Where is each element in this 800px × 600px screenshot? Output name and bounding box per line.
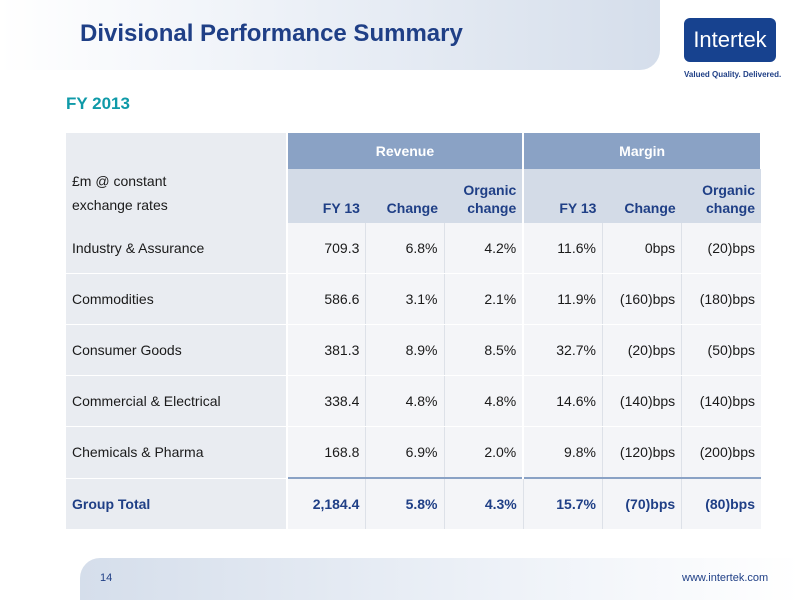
units-label-cell: £m @ constant exchange rates	[66, 133, 288, 223]
table-row: Chemicals & Pharma 168.8 6.9% 2.0% 9.8% …	[66, 426, 761, 479]
col-header-revenue-fy13: FY 13	[286, 169, 366, 223]
total-margin-fy13: 15.7%	[522, 477, 603, 529]
row-label: Chemicals & Pharma	[66, 426, 288, 479]
total-row: Group Total 2,184.4 5.8% 4.3% 15.7% (70)…	[66, 477, 761, 529]
total-margin-organic: (80)bps	[681, 477, 761, 529]
cell-revenue-organic: 4.8%	[443, 375, 525, 427]
total-revenue-organic: 4.3%	[443, 477, 524, 529]
cell-revenue-fy13: 586.6	[286, 273, 366, 325]
units-label-line-1: £m @ constant	[72, 173, 167, 189]
performance-table: £m @ constant exchange rates Revenue Mar…	[66, 133, 762, 529]
cell-revenue-organic: 8.5%	[443, 324, 525, 376]
cell-revenue-fy13: 709.3	[286, 223, 366, 274]
units-label-line-2: exchange rates	[72, 197, 168, 213]
cell-margin-change: (160)bps	[601, 273, 682, 325]
cell-revenue-organic: 2.1%	[443, 273, 525, 325]
footer-band	[80, 558, 800, 600]
col-header-margin-change: Change	[602, 169, 682, 223]
table-row: Commodities 586.6 3.1% 2.1% 11.9% (160)b…	[66, 273, 761, 325]
cell-margin-organic: (140)bps	[681, 375, 761, 427]
column-header-row: FY 13 Change Organic change FY 13 Change…	[66, 169, 761, 223]
performance-table-container: £m @ constant exchange rates Revenue Mar…	[66, 133, 762, 529]
margin-group-header: Margin	[523, 133, 762, 169]
footer-url: www.intertek.com	[682, 572, 769, 584]
table-row: Consumer Goods 381.3 8.9% 8.5% 32.7% (20…	[66, 324, 761, 376]
total-revenue-fy13: 2,184.4	[286, 477, 366, 529]
group-header-row: £m @ constant exchange rates Revenue Mar…	[66, 133, 762, 223]
page-title: Divisional Performance Summary	[80, 20, 463, 47]
cell-margin-organic: (20)bps	[681, 223, 761, 274]
cell-margin-organic: (50)bps	[681, 324, 761, 376]
cell-revenue-change: 6.8%	[365, 223, 444, 274]
cell-margin-fy13: 32.7%	[522, 324, 603, 376]
total-label: Group Total	[66, 478, 288, 529]
cell-margin-fy13: 11.6%	[522, 223, 603, 274]
row-label: Industry & Assurance	[66, 223, 288, 274]
row-label: Commercial & Electrical	[66, 375, 288, 427]
cell-revenue-fy13: 381.3	[286, 324, 366, 376]
cell-revenue-change: 3.1%	[365, 273, 444, 325]
col-header-revenue-change: Change	[365, 169, 444, 223]
cell-revenue-change: 6.9%	[365, 426, 444, 479]
row-label: Consumer Goods	[66, 324, 288, 376]
section-subtitle: FY 2013	[66, 94, 130, 113]
page-number: 14	[100, 572, 113, 584]
cell-revenue-fy13: 338.4	[286, 375, 366, 427]
table-row: Industry & Assurance 709.3 6.8% 4.2% 11.…	[66, 223, 761, 274]
cell-margin-change: (20)bps	[601, 324, 682, 376]
header-band	[0, 0, 660, 70]
total-revenue-change: 5.8%	[365, 477, 444, 529]
cell-margin-fy13: 14.6%	[522, 375, 603, 427]
row-label: Commodities	[66, 273, 288, 325]
col-header-margin-fy13: FY 13	[523, 169, 603, 223]
col-header-revenue-organic: Organic change	[444, 169, 525, 223]
table-row: Commercial & Electrical 338.4 4.8% 4.8% …	[66, 375, 761, 427]
cell-revenue-organic: 2.0%	[443, 426, 525, 479]
cell-revenue-fy13: 168.8	[286, 426, 366, 479]
cell-margin-change: 0bps	[601, 223, 682, 274]
cell-margin-change: (140)bps	[601, 375, 682, 427]
cell-margin-fy13: 9.8%	[522, 426, 603, 479]
cell-margin-change: (120)bps	[601, 426, 682, 479]
cell-margin-organic: (200)bps	[681, 426, 761, 479]
logo-text: Intertek	[693, 27, 767, 52]
logo-tagline: Valued Quality. Delivered.	[684, 70, 782, 79]
cell-revenue-change: 4.8%	[365, 375, 444, 427]
cell-revenue-change: 8.9%	[365, 324, 444, 376]
col-header-margin-organic: Organic change	[681, 169, 761, 223]
total-margin-change: (70)bps	[601, 477, 682, 529]
cell-margin-fy13: 11.9%	[522, 273, 603, 325]
cell-margin-organic: (180)bps	[681, 273, 761, 325]
intertek-logo: Intertek	[684, 18, 776, 62]
cell-revenue-organic: 4.2%	[443, 223, 525, 274]
revenue-group-header: Revenue	[286, 133, 525, 169]
